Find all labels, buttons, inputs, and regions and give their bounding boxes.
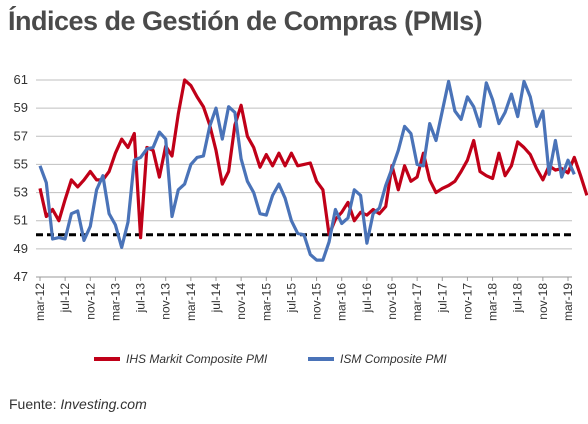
x-tick-label-mar-18: mar-18 (486, 283, 500, 321)
legend-swatch-ism (308, 357, 334, 361)
x-tick-label-mar-19: mar-19 (561, 283, 575, 321)
y-tick-label-49: 49 (14, 241, 28, 256)
y-tick-label-47: 47 (14, 269, 28, 284)
series-line-ihs (38, 78, 588, 240)
x-tick-label-nov-17: nov-17 (460, 283, 474, 320)
x-tick-label-nov-12: nov-12 (83, 283, 97, 320)
y-tick-label-61: 61 (14, 72, 28, 87)
series-line-ism (38, 79, 576, 262)
legend-swatch-ihs (94, 357, 120, 361)
x-tick-label-mar-13: mar-13 (108, 283, 122, 321)
x-tick-label-mar-17: mar-17 (410, 283, 424, 321)
x-axis: mar-12 jul-12 nov-12 mar-13 jul-13 nov-13 mar-… (33, 276, 575, 321)
source-note: Fuente: Investing.com (9, 396, 147, 412)
x-tick-label-jul-18: jul-18 (511, 283, 525, 314)
x-tick-label-jul-15: jul-15 (284, 283, 298, 314)
source-value: Investing.com (60, 396, 147, 412)
x-tick-label-jul-12: jul-12 (58, 283, 72, 314)
legend-item-ism[interactable]: ISM Composite PMI (308, 352, 447, 366)
x-tick-label-jul-16: jul-16 (360, 283, 374, 314)
x-tick-label-nov-14: nov-14 (234, 283, 248, 320)
y-tick-label-53: 53 (14, 185, 28, 200)
x-tick-label-nov-18: nov-18 (536, 283, 550, 320)
y-tick-label-59: 59 (14, 100, 28, 115)
x-tick-label-nov-16: nov-16 (385, 283, 399, 320)
source-label: Fuente: (9, 396, 61, 412)
y-tick-label-57: 57 (14, 128, 28, 143)
x-tick-label-mar-12: mar-12 (33, 283, 47, 321)
x-tick-label-jul-14: jul-14 (209, 283, 223, 314)
legend-label-ism: ISM Composite PMI (340, 352, 447, 366)
legend-label-ihs: IHS Markit Composite PMI (126, 352, 268, 366)
y-tick-label-55: 55 (14, 156, 28, 171)
y-tick-label-51: 51 (14, 213, 28, 228)
y-axis: 47 49 51 53 55 57 59 61 (14, 72, 28, 284)
x-tick-label-mar-14: mar-14 (184, 283, 198, 321)
chart-title: Índices de Gestión de Compras (PMIs) (8, 6, 483, 36)
legend-item-ihs[interactable]: IHS Markit Composite PMI (94, 352, 267, 366)
x-tick-label-nov-13: nov-13 (159, 283, 173, 320)
x-tick-label-jul-17: jul-17 (435, 283, 449, 314)
x-tick-label-nov-15: nov-15 (310, 283, 324, 320)
x-tick-label-mar-16: mar-16 (335, 283, 349, 321)
x-tick-label-jul-13: jul-13 (134, 283, 148, 314)
x-tick-label-mar-15: mar-15 (259, 283, 273, 321)
series-lines (38, 78, 588, 262)
